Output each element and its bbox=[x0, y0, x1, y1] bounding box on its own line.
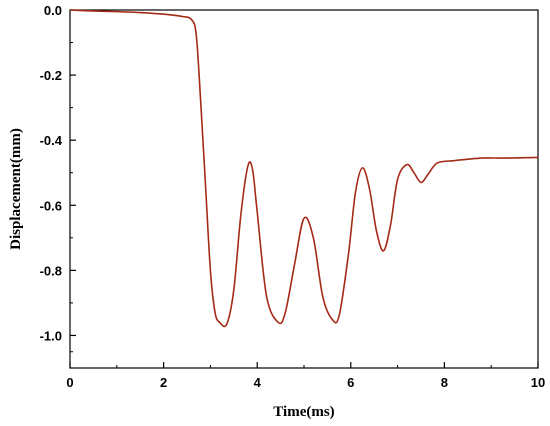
axis-tick-labels: 0 2 4 6 8 10 0.0 -0.2 -0.4 -0.6 -0.8 -1.0 bbox=[40, 3, 546, 390]
y-tick-label: 0.0 bbox=[44, 3, 62, 18]
y-tick-label: -0.8 bbox=[40, 263, 62, 278]
y-tick-label: -0.6 bbox=[40, 198, 62, 213]
x-tick-label: 10 bbox=[531, 375, 545, 390]
axis-ticks bbox=[69, 9, 539, 368]
y-tick-label: -0.2 bbox=[40, 68, 62, 83]
x-tick-label: 2 bbox=[160, 375, 167, 390]
x-axis-title: Time(ms) bbox=[273, 404, 334, 420]
x-tick-label: 6 bbox=[347, 375, 354, 390]
y-tick-label: -0.4 bbox=[40, 133, 63, 148]
series-line bbox=[69, 9, 539, 328]
x-tick-label: 0 bbox=[66, 375, 73, 390]
x-tick-label: 8 bbox=[441, 375, 448, 390]
plot-frame bbox=[69, 9, 539, 369]
y-axis-title: Displacement(mm) bbox=[8, 128, 24, 250]
y-tick-label: -1.0 bbox=[40, 328, 62, 343]
x-tick-label: 4 bbox=[254, 375, 262, 390]
